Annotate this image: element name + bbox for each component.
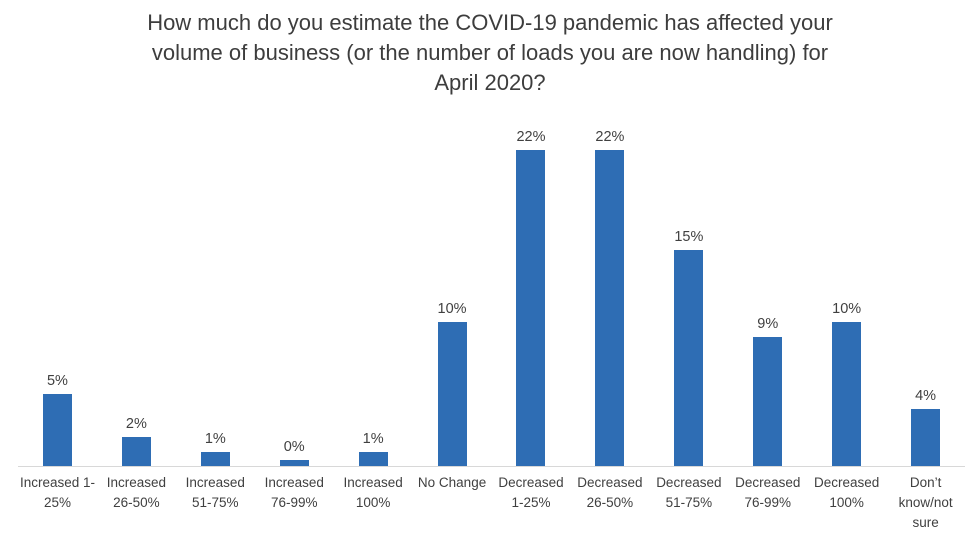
bar-category-label: Decreased 1-25% xyxy=(498,475,564,510)
bar xyxy=(516,149,546,466)
chart-title: How much do you estimate the COVID-19 pa… xyxy=(147,10,833,95)
bar-category-label: Increased 51-75% xyxy=(185,475,245,510)
bar-category-label: Increased 100% xyxy=(343,475,403,510)
bar-value-label: 1% xyxy=(204,430,226,447)
bar-chart: How much do you estimate the COVID-19 pa… xyxy=(0,8,980,552)
bar xyxy=(911,408,941,466)
bar-category-label: No Change xyxy=(417,475,487,490)
bar-category-label: Decreased 76-99% xyxy=(735,475,801,510)
bar-category-label: Increased 1- 25% xyxy=(19,475,95,510)
bar-category-label: Decreased 51-75% xyxy=(656,475,722,510)
bar-value-label: 10% xyxy=(437,301,467,318)
bar-value-label: 15% xyxy=(674,229,704,246)
bar xyxy=(279,460,309,466)
bar-value-label: 0% xyxy=(283,439,305,456)
bar-column: 15% xyxy=(649,229,728,466)
bar-column: 10% xyxy=(807,301,886,466)
plot-area: 5% 2% 1% 0% 1% 10% 22% 22% 15% 9% 10% 4% xyxy=(18,98,965,467)
bar-value-label: 5% xyxy=(46,373,68,390)
bar xyxy=(358,451,388,466)
bar-value-label: 4% xyxy=(915,387,937,404)
bar-column: 4% xyxy=(886,387,965,466)
bar-column: 1% xyxy=(176,431,255,466)
bar-value-label: 1% xyxy=(362,430,384,447)
bar-category-label: Don’t know/not sure xyxy=(898,475,953,530)
bar xyxy=(121,437,151,466)
bar xyxy=(674,250,704,466)
bar xyxy=(753,336,783,466)
bar-column: 22% xyxy=(570,129,649,466)
bar-column: 10% xyxy=(413,301,492,466)
bar xyxy=(42,394,72,466)
bar-column: 1% xyxy=(334,431,413,466)
bar-value-label: 2% xyxy=(125,416,147,433)
bar-column: 0% xyxy=(255,439,334,466)
bar-column: 9% xyxy=(728,316,807,466)
category-axis: Increased 1- 25% Increased 26-50% Increase… xyxy=(18,473,965,533)
bar-category-label: Increased 76-99% xyxy=(264,475,324,510)
bar xyxy=(832,322,862,466)
bar xyxy=(200,451,230,466)
bar-category-label: Decreased 100% xyxy=(814,475,880,510)
bar xyxy=(437,322,467,466)
bar-value-label: 22% xyxy=(516,128,546,145)
bar-category-label: Increased 26-50% xyxy=(106,475,167,510)
bar-column: 2% xyxy=(97,416,176,466)
bar-category-label: Decreased 26-50% xyxy=(577,475,643,510)
bar-column: 5% xyxy=(18,373,97,466)
bar-value-label: 9% xyxy=(757,315,779,332)
bar-value-label: 10% xyxy=(832,301,862,318)
bar-value-label: 22% xyxy=(595,128,625,145)
bar xyxy=(595,149,625,466)
bar-column: 22% xyxy=(492,129,571,466)
